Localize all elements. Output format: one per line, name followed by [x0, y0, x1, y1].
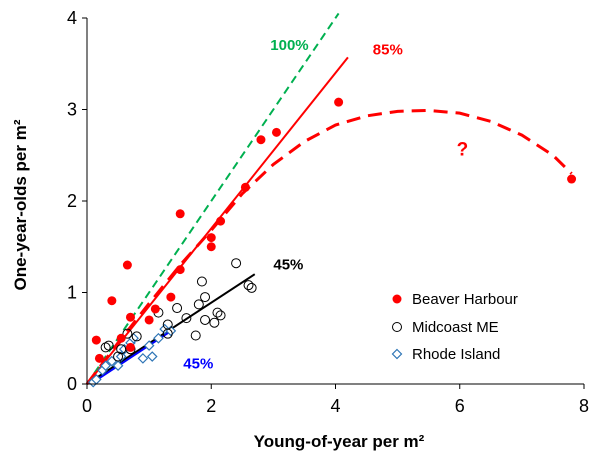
y-tick-label: 4	[67, 8, 77, 28]
point-beaver-harbour	[175, 209, 185, 219]
point-midcoast-me	[190, 330, 201, 341]
annotation-label: ?	[457, 139, 469, 160]
point-beaver-harbour	[107, 296, 117, 306]
point-beaver-harbour	[91, 335, 101, 345]
point-midcoast-me	[122, 328, 133, 339]
annotations: 100% 85% 45% 45%?	[183, 37, 468, 372]
legend: Beaver Harbour Midcoast ME Rhode Island	[391, 291, 518, 363]
annotation-label: 100%	[270, 37, 308, 54]
point-beaver-harbour	[567, 174, 577, 184]
point-rhode-island	[143, 340, 155, 351]
point-midcoast-me	[103, 340, 114, 351]
point-beaver-harbour	[271, 127, 281, 137]
tick-labels: 0 2 4 6 8 0 1 2 3 4	[67, 8, 589, 416]
point-midcoast-me	[162, 328, 173, 339]
legend-marker-beaver-harbour	[392, 294, 402, 304]
legend-label-beaver-harbour: Beaver Harbour	[412, 291, 518, 308]
point-beaver-harbour	[116, 333, 126, 343]
point-midcoast-me	[113, 351, 124, 362]
point-rhode-island	[137, 353, 149, 364]
point-beaver-harbour	[122, 260, 132, 270]
annotation-label: 85%	[373, 42, 403, 59]
point-midcoast-me	[231, 258, 242, 269]
fit-lines	[86, 12, 349, 385]
point-midcoast-me	[200, 314, 211, 325]
point-beaver-harbour	[216, 216, 226, 226]
point-midcoast-me	[200, 292, 211, 303]
legend-label-rhode-island: Rhode Island	[412, 346, 500, 363]
point-beaver-harbour	[175, 265, 185, 275]
x-tick-label: 6	[455, 396, 465, 416]
point-midcoast-me	[181, 313, 192, 324]
y-tick-label: 3	[67, 100, 77, 120]
point-midcoast-me	[209, 317, 220, 328]
point-beaver-harbour	[166, 292, 176, 302]
point-rhode-island	[115, 351, 127, 362]
annotation-label: 45%	[183, 355, 213, 372]
legend-label-midcoast-me: Midcoast ME	[412, 319, 499, 336]
point-beaver-harbour	[240, 182, 250, 192]
x-tick-label: 8	[579, 396, 589, 416]
x-tick-label: 2	[206, 396, 216, 416]
point-midcoast-me	[193, 299, 204, 310]
point-beaver-harbour	[206, 242, 216, 252]
legend-marker-midcoast-me	[392, 322, 402, 332]
point-beaver-harbour	[144, 315, 154, 325]
point-midcoast-me	[131, 331, 142, 342]
fit-line	[86, 12, 340, 385]
point-beaver-harbour	[206, 233, 216, 243]
axes	[82, 17, 585, 389]
point-beaver-harbour	[125, 342, 135, 352]
x-axis-title: Young-of-year per m²	[254, 432, 425, 451]
annotation-label: 45%	[273, 257, 303, 274]
point-rhode-island	[100, 360, 111, 372]
point-midcoast-me	[172, 303, 183, 314]
y-tick-label: 1	[67, 283, 77, 303]
dashed-curve	[85, 108, 573, 385]
x-tick-label: 0	[82, 396, 92, 416]
point-midcoast-me	[212, 307, 223, 318]
point-midcoast-me	[100, 342, 111, 353]
x-tick-label: 4	[330, 396, 340, 416]
point-midcoast-me	[243, 280, 254, 291]
point-rhode-island	[112, 360, 124, 372]
point-beaver-harbour	[256, 135, 266, 145]
point-beaver-harbour	[334, 97, 344, 107]
data-points	[87, 97, 577, 388]
y-tick-label: 2	[67, 191, 77, 211]
y-tick-label: 0	[67, 374, 77, 394]
legend-marker-rhode-island	[391, 348, 403, 360]
y-axis-title: One-year-olds per m²	[11, 119, 30, 290]
point-beaver-harbour	[150, 304, 160, 314]
point-rhode-island	[153, 332, 164, 344]
point-midcoast-me	[246, 282, 257, 293]
point-midcoast-me	[215, 310, 226, 321]
point-rhode-island	[146, 351, 158, 362]
point-beaver-harbour	[94, 353, 104, 363]
point-beaver-harbour	[125, 312, 135, 322]
point-midcoast-me	[196, 276, 207, 287]
